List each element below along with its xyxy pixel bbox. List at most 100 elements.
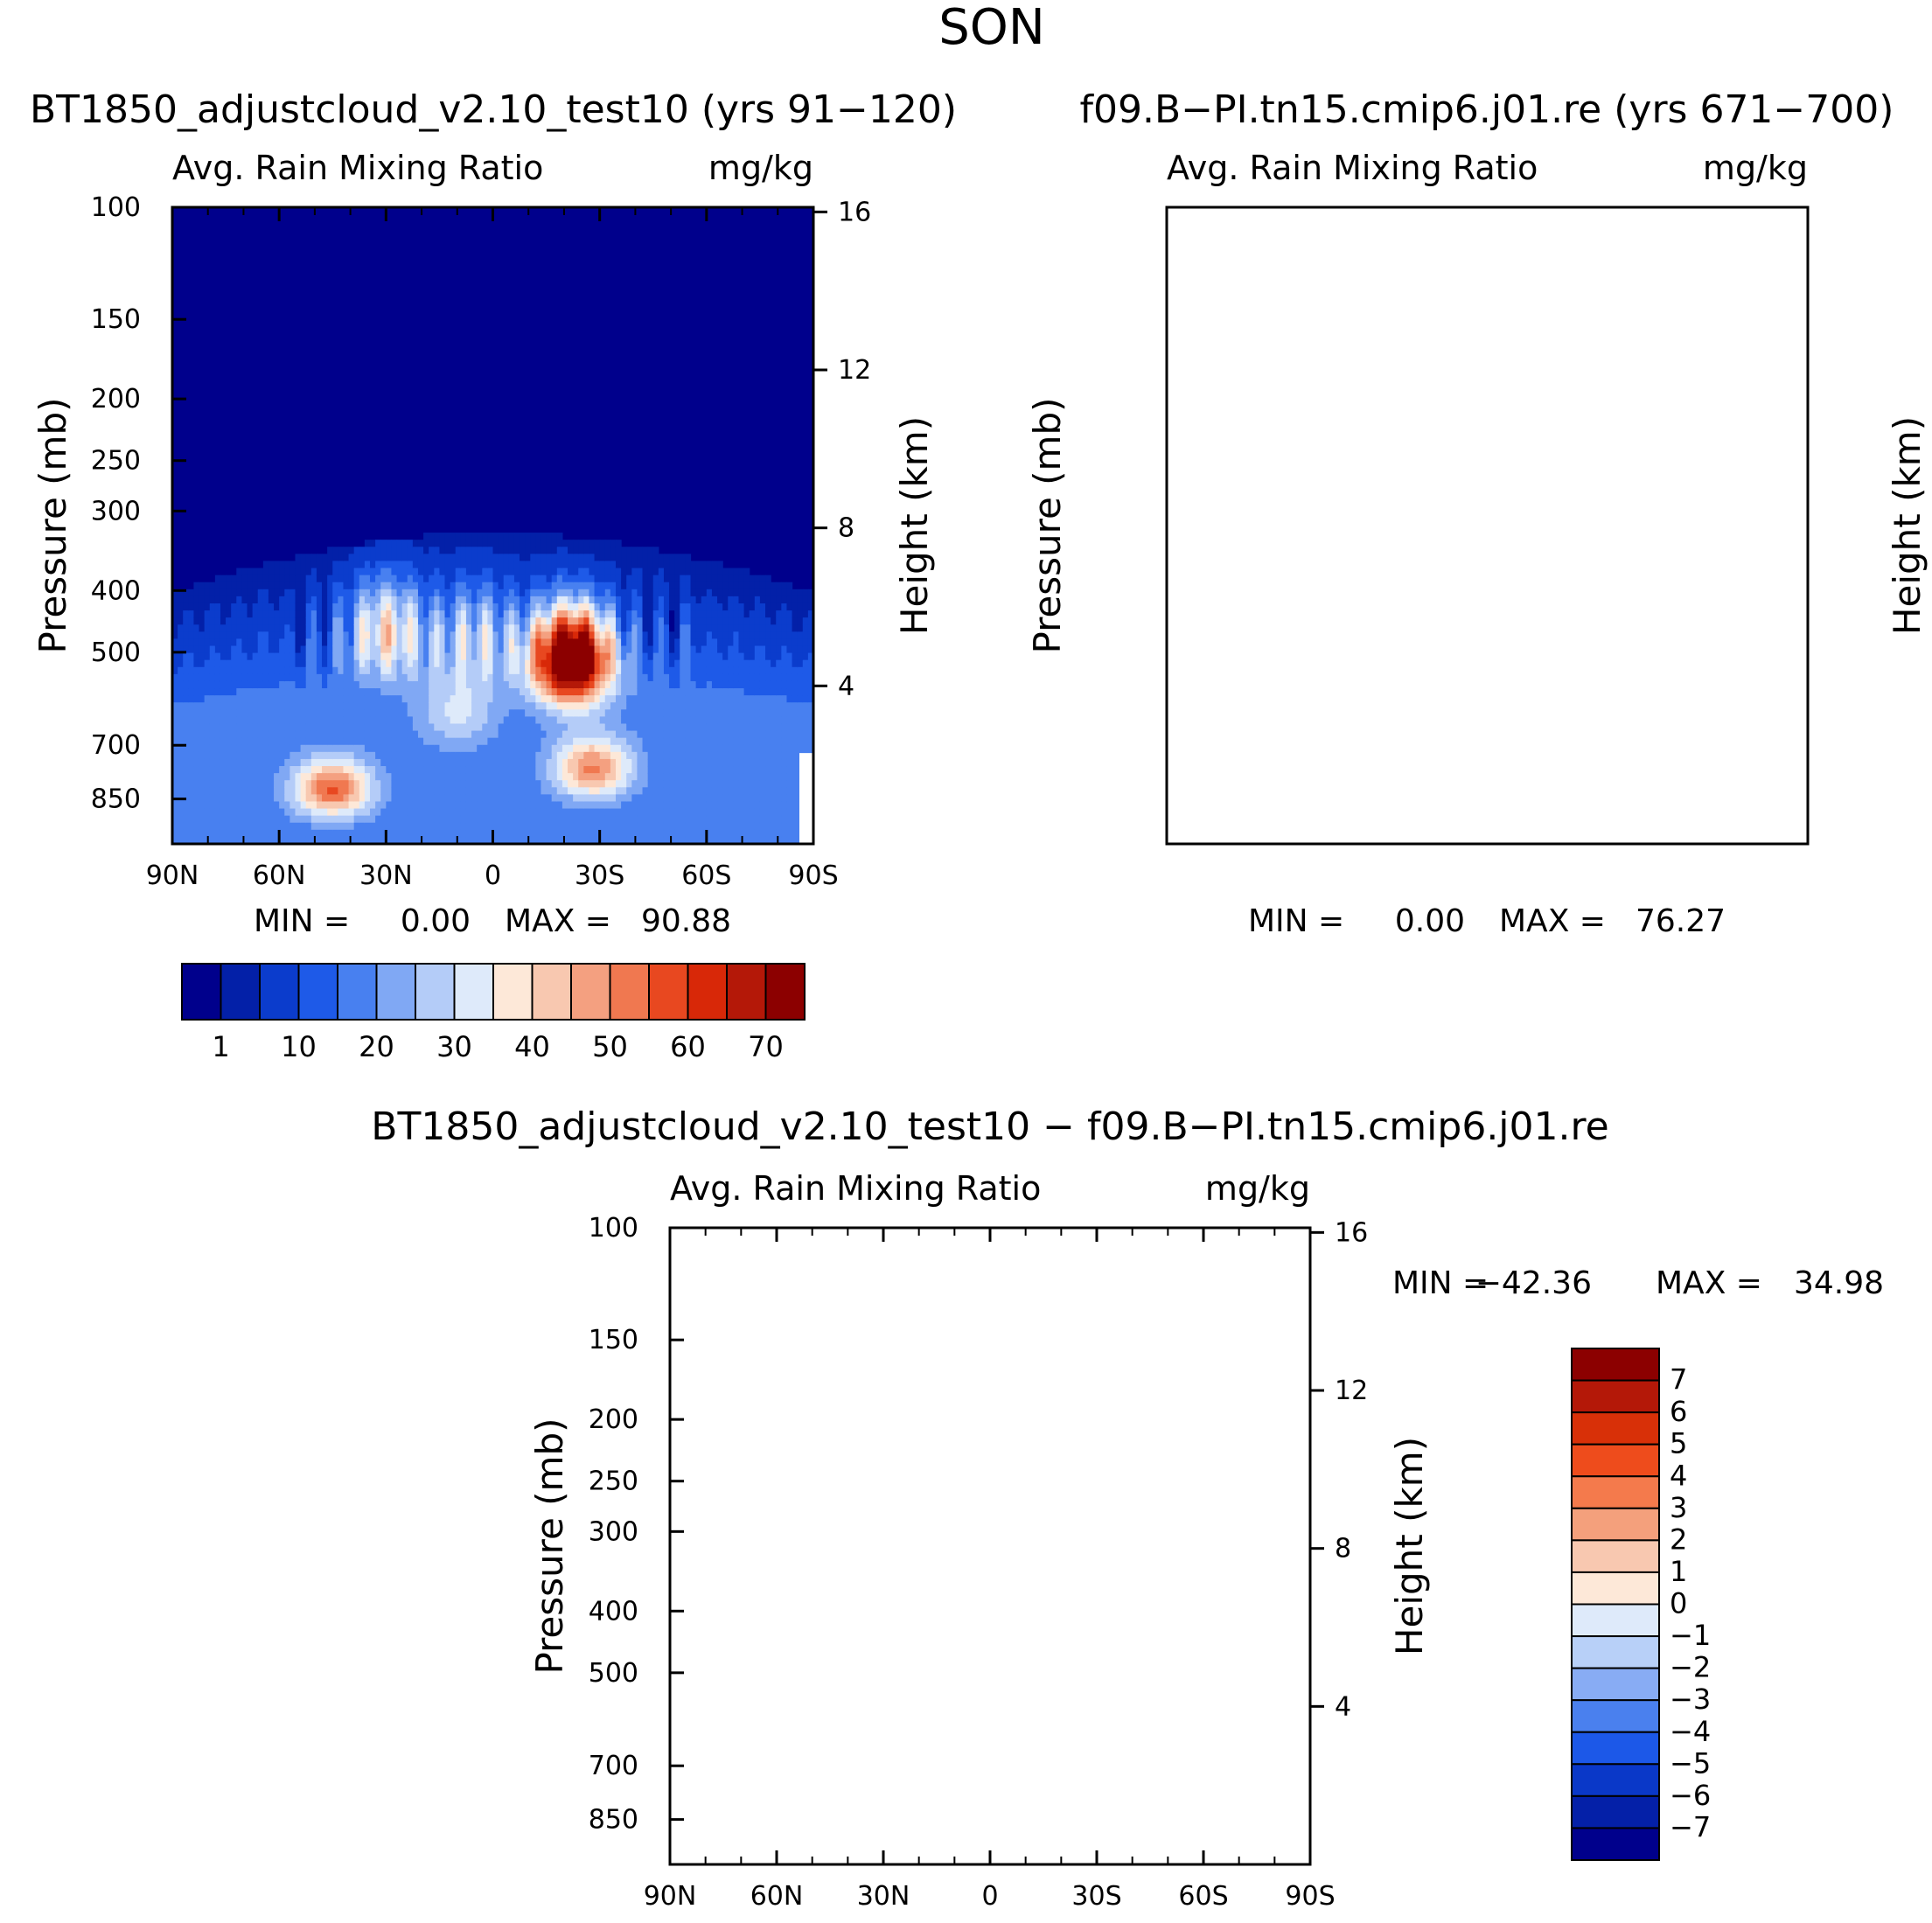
field-cell [733,596,740,604]
field-cell [738,638,745,647]
field-cell [589,751,596,760]
field-cell [680,751,686,760]
field-cell [508,547,515,554]
field-cell [754,652,761,661]
field-cell [626,808,632,817]
field-cell [401,540,408,547]
field-cell [717,773,723,781]
field-cell [348,780,355,788]
field-cell [487,638,494,647]
field-cell [498,787,505,795]
field-cell [706,702,713,710]
field-cell [327,603,333,611]
field-cell [728,751,734,760]
panel-1: BT1850_adjustcloud_v2.10_test10 (yrs 91−… [30,87,957,1063]
field-cell [471,695,478,703]
field-cell [797,709,804,717]
field-cell [711,808,718,817]
field-cell [386,695,393,703]
field-cell [343,610,350,618]
field-cell [573,808,579,817]
field-cell [594,723,601,732]
field-cell [209,603,216,611]
field-cell [578,652,584,661]
field-cell [637,709,644,717]
field-cell [802,596,809,604]
field-cell [284,617,290,625]
field-cell [695,758,702,767]
field-cell [434,603,441,611]
field-cell [503,575,510,583]
field-cell [513,589,520,597]
field-cell [322,582,328,590]
field-cell [450,645,457,654]
field-cell [188,688,195,696]
field-cell [236,673,243,682]
field-cell [561,688,568,696]
field-cell [455,758,462,767]
field-cell [535,554,542,562]
field-cell [583,617,590,625]
field-cell [674,815,680,824]
field-cell [743,659,750,668]
field-cell [568,709,574,717]
field-cell [471,702,478,710]
field-cell [680,617,686,625]
field-cell [626,575,632,583]
field-cell [594,737,601,746]
field-cell [252,610,259,618]
field-cell [338,582,345,590]
field-cell [738,617,745,625]
field-cell [380,766,387,774]
field-cell [685,688,692,696]
field-cell [637,758,644,767]
field-cell [348,688,355,696]
field-cell [316,822,323,831]
field-cell [439,780,446,788]
field-cell [274,575,280,583]
field-cell [594,617,601,625]
field-cell [439,758,446,767]
field-cell [477,603,483,611]
field-cell [658,836,665,844]
field-cell [631,794,638,803]
field-cell [183,589,189,597]
field-cell [642,723,649,732]
field-cell [279,610,285,618]
field-cell [262,631,269,640]
field-cell [776,808,782,817]
field-cell [717,695,723,703]
field-cell [274,744,280,753]
field-cell [252,709,259,717]
field-cell [364,737,371,746]
field-cell [749,603,756,611]
field-cell [434,554,441,562]
field-cell [375,624,381,632]
field-cell [776,589,782,597]
field-cell [583,673,590,682]
field-cell [487,709,494,717]
field-cell [348,652,355,661]
field-cell [568,787,574,795]
field-cell [279,730,285,739]
field-cell [728,780,734,788]
field-cell [690,575,697,583]
field-cell [647,709,654,717]
field-cell [407,751,414,760]
field-cell [642,780,649,788]
field-cell [252,716,259,725]
field-cell [295,610,302,618]
field-cell [776,702,782,710]
field-cell [680,589,686,597]
field-cell [327,659,333,668]
field-cell [743,610,750,618]
field-cell [568,808,574,817]
field-cell [711,631,718,640]
field-cell [386,794,393,803]
field-cell [701,695,708,703]
field-cell [492,603,499,611]
field-cell [274,645,280,654]
field-cell [797,610,804,618]
field-cell [172,610,178,618]
field-cell [231,673,237,682]
